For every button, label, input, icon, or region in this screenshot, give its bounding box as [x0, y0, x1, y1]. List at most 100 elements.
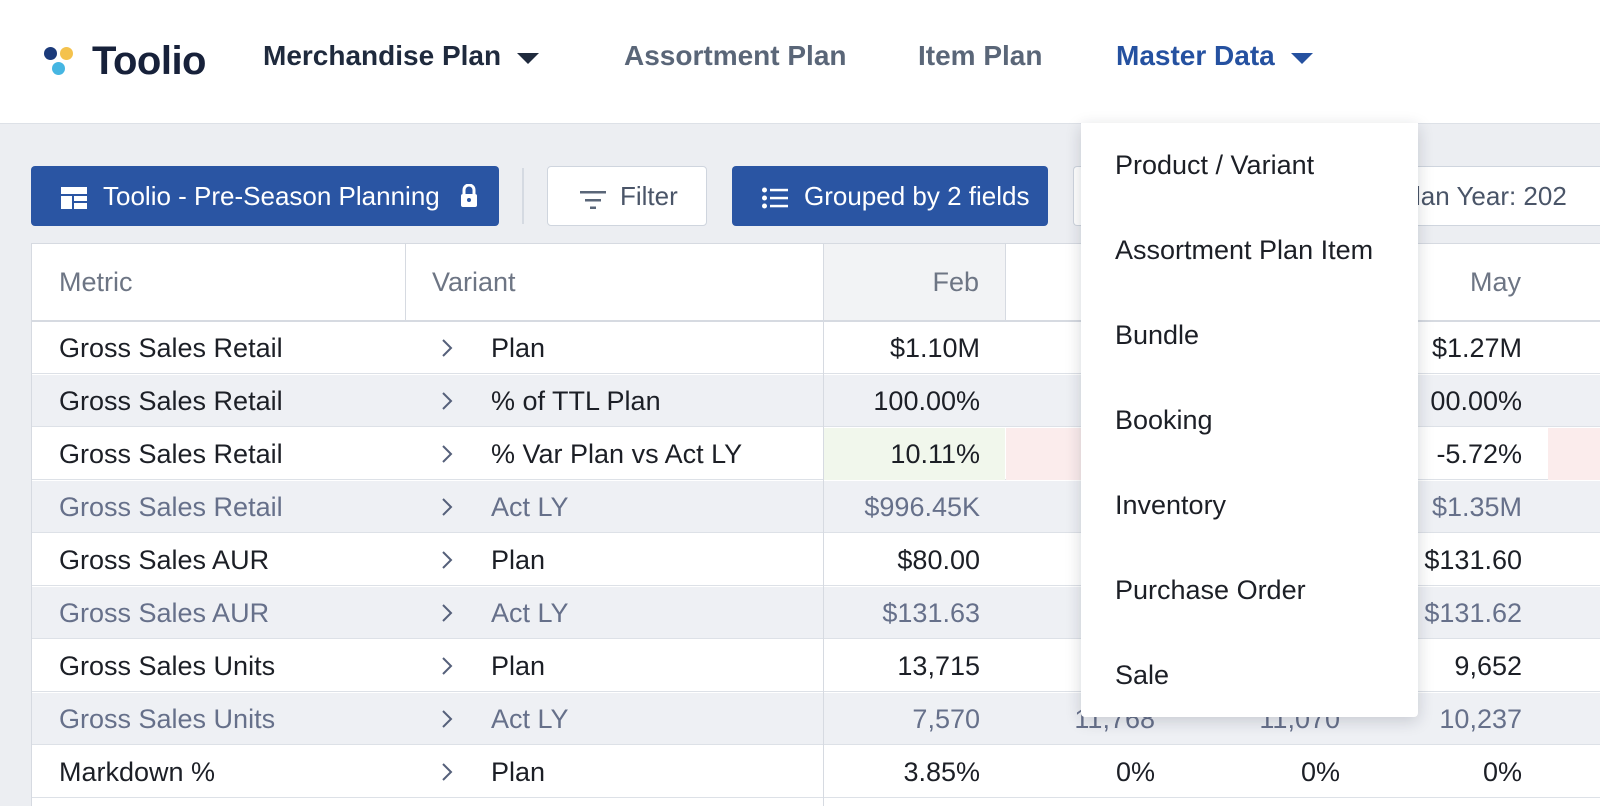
cell-metric[interactable]: Gross Sales AUR	[59, 544, 270, 575]
cell-metric[interactable]: Gross Sales Retail	[59, 385, 283, 416]
column-header-feb-label: Feb	[932, 266, 979, 297]
cell-variant[interactable]: Act LY	[491, 703, 569, 734]
cell-variant[interactable]: Plan	[491, 650, 546, 681]
table-row[interactable]: Gross Sales Units Plan 13,715 9,652	[32, 640, 1600, 692]
cell-feb[interactable]: 13,715	[897, 650, 980, 681]
menu-item-inventory[interactable]: Inventory	[1115, 490, 1227, 520]
cell-may[interactable]: 00.00%	[1430, 385, 1522, 416]
cell-may[interactable]: $131.60	[1424, 544, 1522, 575]
cell-feb[interactable]: 7,570	[912, 703, 980, 734]
column-divider	[823, 640, 824, 692]
filter-label: Filter	[620, 180, 678, 211]
cell-variant[interactable]: Act LY	[491, 491, 569, 522]
cell-metric[interactable]: Gross Sales Units	[59, 650, 276, 681]
menu-item-bundle[interactable]: Bundle	[1115, 320, 1200, 350]
nav-merchandise-plan[interactable]: Merchandise Plan	[263, 38, 540, 74]
chevron-down-icon	[1290, 52, 1313, 64]
column-divider	[823, 375, 824, 427]
logo-mark-icon	[42, 41, 82, 81]
cell-apr[interactable]: 0%	[1300, 756, 1340, 787]
nav-master-data-label: Master Data	[1116, 40, 1275, 71]
chevron-right-icon[interactable]	[436, 746, 458, 798]
column-header-feb[interactable]: Feb	[824, 244, 1005, 320]
column-divider	[1005, 244, 1006, 322]
cell-metric[interactable]: Markdown %	[59, 756, 216, 787]
column-divider	[823, 693, 824, 745]
column-divider	[823, 481, 824, 533]
chevron-right-icon[interactable]	[436, 693, 458, 745]
cell-variant[interactable]: % Var Plan vs Act LY	[491, 438, 743, 469]
cell-metric[interactable]: Gross Sales Retail	[59, 332, 283, 363]
group-by-label: Grouped by 2 fields	[804, 180, 1030, 211]
nav-merchandise-plan-label: Merchandise Plan	[263, 40, 502, 71]
column-divider	[823, 534, 824, 586]
cell-variant[interactable]: Act LY	[491, 597, 569, 628]
cell-metric[interactable]: Gross Sales Retail	[59, 491, 283, 522]
nav-assortment-plan[interactable]: Assortment Plan	[624, 38, 847, 74]
layout-icon	[61, 185, 87, 209]
filter-button[interactable]: Filter	[547, 166, 707, 226]
lock-icon	[460, 183, 478, 208]
cell-may[interactable]: $1.35M	[1431, 491, 1522, 522]
chevron-down-icon	[517, 52, 540, 64]
view-name: Toolio - Pre-Season Planning	[103, 180, 440, 211]
cell-may[interactable]: 9,652	[1454, 650, 1522, 681]
cell-variant[interactable]: Plan	[491, 544, 546, 575]
cell-feb[interactable]: 100.00%	[873, 385, 980, 416]
toolio-logo[interactable]: Toolio	[42, 36, 207, 86]
cell-may[interactable]: $131.62	[1424, 597, 1522, 628]
menu-item-product-variant[interactable]: Product / Variant	[1115, 150, 1315, 180]
menu-item-booking[interactable]: Booking	[1115, 405, 1213, 435]
cell-variant[interactable]: Plan	[491, 756, 546, 787]
chevron-right-icon[interactable]	[436, 322, 458, 374]
chevron-right-icon[interactable]	[436, 481, 458, 533]
cell-feb[interactable]: $80.00	[897, 544, 980, 575]
logo-text: Toolio	[92, 38, 207, 83]
cell-may[interactable]: -5.72%	[1436, 438, 1522, 469]
nav-master-data[interactable]: Master Data	[1116, 38, 1313, 74]
list-icon	[762, 185, 788, 209]
cell-variant[interactable]: % of TTL Plan	[491, 385, 661, 416]
menu-item-purchase-order[interactable]: Purchase Order	[1115, 575, 1306, 605]
cell-metric[interactable]: Gross Sales AUR	[59, 597, 270, 628]
top-navigation: Toolio Merchandise Plan Assortment Plan …	[0, 0, 1600, 124]
chevron-right-icon[interactable]	[436, 640, 458, 692]
cell-feb[interactable]: $1.10M	[889, 332, 980, 363]
cell-variant[interactable]: Plan	[491, 332, 546, 363]
cell-feb[interactable]: 10.11%	[824, 428, 1005, 480]
cell-mar[interactable]: 0%	[1115, 756, 1155, 787]
filter-icon	[580, 186, 606, 209]
cell-jun[interactable]	[1548, 428, 1600, 480]
cell-may[interactable]: 0%	[1482, 756, 1522, 787]
group-by-button[interactable]: Grouped by 2 fields	[732, 166, 1048, 226]
cell-feb[interactable]: $996.45K	[864, 491, 980, 522]
column-header-variant[interactable]: Variant	[406, 244, 823, 320]
column-header-variant-label: Variant	[432, 266, 516, 297]
column-divider	[823, 746, 824, 798]
column-divider	[405, 244, 406, 322]
cell-metric[interactable]: Gross Sales Retail	[59, 438, 283, 469]
column-divider	[823, 322, 824, 374]
chevron-right-icon[interactable]	[436, 534, 458, 586]
chevron-right-icon[interactable]	[436, 587, 458, 639]
cell-may[interactable]: $1.27M	[1431, 332, 1522, 363]
master-data-dropdown: Product / Variant Assortment Plan Item B…	[1081, 123, 1418, 717]
nav-item-plan-label: Item Plan	[918, 40, 1043, 71]
cell-may[interactable]: 10,237	[1439, 703, 1522, 734]
toolbar-divider	[522, 168, 524, 224]
view-selector-button[interactable]: Toolio - Pre-Season Planning	[31, 166, 499, 226]
menu-item-sale[interactable]: Sale	[1115, 660, 1170, 690]
plan-year-selector[interactable]: lan Year: 202	[1400, 166, 1600, 226]
table-row[interactable]: Markdown % Plan 3.85% 0% 0% 0%	[32, 746, 1600, 798]
column-header-metric[interactable]: Metric	[32, 244, 405, 320]
cell-feb[interactable]: $131.63	[882, 597, 980, 628]
plan-year-label: lan Year: 202	[1415, 180, 1567, 211]
chevron-right-icon[interactable]	[436, 375, 458, 427]
nav-assortment-plan-label: Assortment Plan	[624, 40, 847, 71]
chevron-right-icon[interactable]	[436, 428, 458, 480]
cell-metric[interactable]: Gross Sales Units	[59, 703, 276, 734]
menu-item-assortment-plan-item[interactable]: Assortment Plan Item	[1115, 235, 1374, 265]
nav-item-plan[interactable]: Item Plan	[918, 38, 1042, 74]
cell-feb[interactable]: 3.85%	[903, 756, 980, 787]
